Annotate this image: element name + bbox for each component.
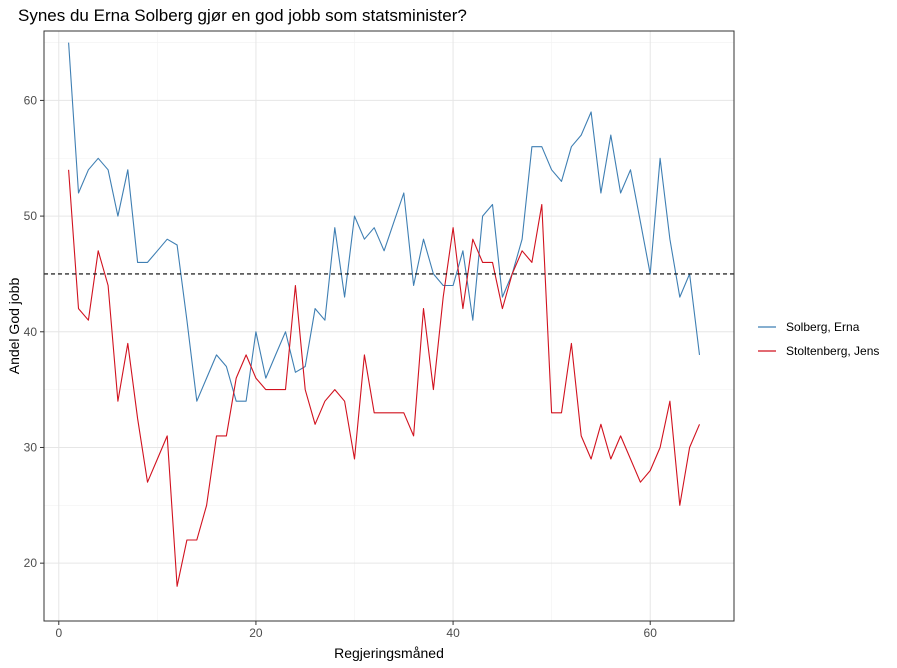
- x-tick-label: 60: [644, 626, 658, 640]
- x-tick-label: 40: [446, 626, 460, 640]
- x-tick-label: 0: [55, 626, 62, 640]
- series-line-2: [68, 169, 701, 587]
- y-axis-ticks: 20 30 40 50 60: [24, 93, 44, 570]
- legend: Solberg, Erna Stoltenberg, Jens: [758, 320, 879, 358]
- chart-title: Synes du Erna Solberg gjør en god jobb s…: [18, 6, 467, 25]
- y-tick-label: 40: [24, 325, 38, 339]
- y-tick-label: 60: [24, 93, 38, 107]
- y-tick-label: 20: [24, 556, 38, 570]
- series-line-1: [68, 42, 701, 402]
- legend-label-2: Stoltenberg, Jens: [786, 344, 879, 358]
- x-axis-ticks: 0 20 40 60: [55, 621, 657, 640]
- x-tick-label: 20: [249, 626, 263, 640]
- y-tick-label: 50: [24, 209, 38, 223]
- y-tick-label: 30: [24, 440, 38, 454]
- series-lines: [68, 42, 701, 587]
- panel-border: [43, 30, 735, 622]
- grid-lines: [44, 31, 734, 621]
- y-axis-title: Andel God jobb: [6, 278, 22, 375]
- x-axis-title: Regjeringsmåned: [334, 645, 444, 661]
- legend-label-1: Solberg, Erna: [786, 320, 860, 334]
